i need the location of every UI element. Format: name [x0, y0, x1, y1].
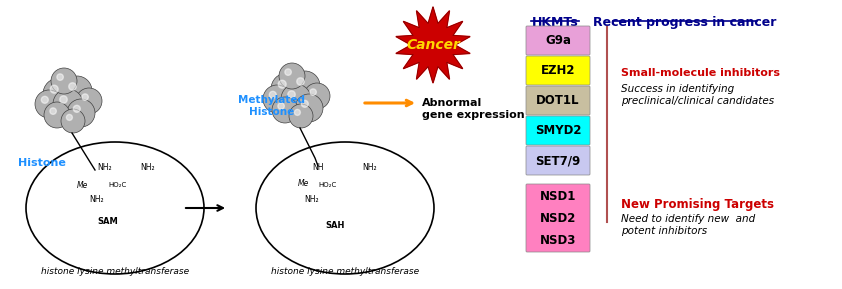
Text: Abnormal
gene expression: Abnormal gene expression — [422, 98, 525, 121]
Text: HO₂C: HO₂C — [319, 182, 337, 188]
Text: Histone: Histone — [18, 158, 66, 168]
Circle shape — [67, 99, 95, 127]
Circle shape — [35, 90, 63, 118]
Text: G9a: G9a — [545, 34, 571, 47]
Circle shape — [279, 63, 305, 89]
Circle shape — [51, 85, 58, 93]
Circle shape — [69, 83, 77, 90]
Text: Me: Me — [297, 179, 309, 188]
FancyBboxPatch shape — [526, 26, 590, 55]
Polygon shape — [396, 7, 470, 83]
Text: SET7/9: SET7/9 — [536, 154, 581, 167]
Circle shape — [278, 103, 285, 109]
Circle shape — [82, 94, 88, 100]
Circle shape — [50, 108, 56, 114]
Text: Cancer: Cancer — [406, 38, 460, 52]
Text: NH₂: NH₂ — [305, 195, 319, 205]
Text: histone lysine methyltransferase: histone lysine methyltransferase — [41, 267, 189, 276]
Text: NSD1: NSD1 — [540, 190, 576, 203]
Circle shape — [301, 100, 308, 107]
Circle shape — [285, 69, 291, 75]
Text: HKMTs: HKMTs — [531, 16, 578, 29]
Circle shape — [61, 109, 85, 133]
Circle shape — [310, 89, 317, 95]
Text: Recent progress in cancer: Recent progress in cancer — [594, 16, 776, 29]
Circle shape — [44, 102, 70, 128]
Circle shape — [271, 73, 303, 105]
Text: New Promising Targets: New Promising Targets — [621, 198, 774, 211]
Text: Success in identifying: Success in identifying — [621, 84, 734, 94]
Text: Small-molecule inhibitors: Small-molecule inhibitors — [621, 68, 780, 78]
Text: Methylated
Histone: Methylated Histone — [238, 95, 306, 117]
FancyBboxPatch shape — [526, 116, 590, 145]
Circle shape — [51, 68, 77, 94]
Text: histone lysine methyltransferase: histone lysine methyltransferase — [271, 267, 419, 276]
Circle shape — [295, 94, 323, 122]
Circle shape — [304, 83, 330, 109]
Text: NSD3: NSD3 — [540, 234, 576, 247]
FancyBboxPatch shape — [526, 56, 590, 85]
Text: NH₂: NH₂ — [363, 164, 377, 173]
Circle shape — [43, 78, 75, 110]
FancyBboxPatch shape — [526, 184, 590, 252]
Circle shape — [272, 97, 298, 123]
Circle shape — [76, 88, 102, 114]
Text: NSD2: NSD2 — [540, 212, 576, 225]
Text: SAH: SAH — [325, 221, 344, 229]
Text: SAM: SAM — [98, 218, 119, 227]
Text: preclinical/clinical candidates: preclinical/clinical candidates — [621, 96, 774, 106]
Circle shape — [289, 104, 313, 128]
Text: NH₂: NH₂ — [90, 195, 104, 205]
Circle shape — [73, 105, 80, 112]
Text: Need to identify new  and: Need to identify new and — [621, 214, 755, 224]
Text: Me: Me — [77, 181, 88, 190]
Circle shape — [295, 110, 301, 115]
Circle shape — [290, 71, 320, 101]
Circle shape — [269, 91, 276, 98]
Circle shape — [281, 84, 311, 114]
Text: HO₂C: HO₂C — [109, 182, 127, 188]
FancyBboxPatch shape — [526, 86, 590, 115]
Text: potent inhibitors: potent inhibitors — [621, 226, 707, 236]
Circle shape — [41, 96, 48, 103]
Circle shape — [296, 78, 304, 85]
Text: NH₂: NH₂ — [141, 164, 155, 173]
Circle shape — [57, 74, 63, 80]
Text: NH₂: NH₂ — [98, 164, 112, 173]
Circle shape — [62, 76, 92, 106]
Circle shape — [67, 114, 72, 121]
Text: EZH2: EZH2 — [541, 64, 575, 77]
Circle shape — [60, 96, 67, 103]
FancyBboxPatch shape — [526, 146, 590, 175]
Text: NH: NH — [312, 164, 324, 173]
Circle shape — [263, 85, 291, 113]
Text: DOT1L: DOT1L — [536, 94, 580, 107]
Circle shape — [53, 89, 83, 119]
Circle shape — [288, 91, 296, 98]
Circle shape — [278, 80, 286, 88]
Text: SMYD2: SMYD2 — [535, 124, 581, 137]
